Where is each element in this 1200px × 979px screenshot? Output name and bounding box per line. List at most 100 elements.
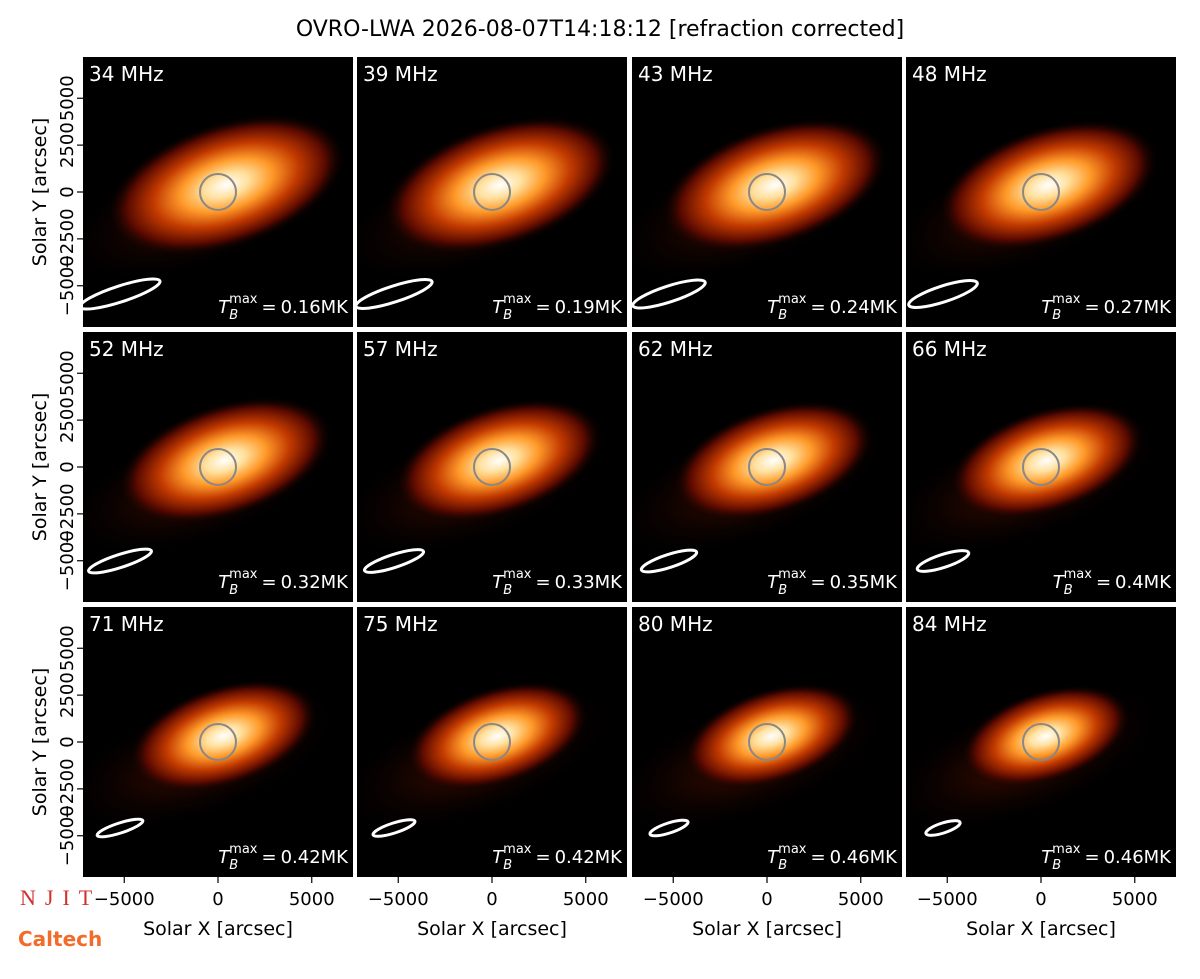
tb-sub: B bbox=[503, 308, 512, 323]
x-tick-label: 5000 bbox=[1112, 889, 1158, 910]
tb-sub: B bbox=[778, 308, 787, 323]
solar-disk bbox=[473, 723, 511, 761]
y-axis-label: Solar Y [arcsec] bbox=[29, 393, 51, 541]
panel-title: 34 MHz bbox=[89, 62, 164, 86]
panel-title: 52 MHz bbox=[89, 337, 164, 361]
tb-sub: B bbox=[1052, 308, 1061, 323]
tb-eq: = bbox=[535, 572, 550, 593]
tb-value: 0.19MK bbox=[555, 297, 624, 318]
solar-disk bbox=[1022, 723, 1060, 761]
panel: 84 MHz TBmax = 0.46MK bbox=[906, 607, 1176, 877]
panel: 71 MHz TBmax = 0.42MK bbox=[83, 607, 353, 877]
tb-value: 0.33MK bbox=[555, 572, 624, 593]
x-axis-label: Solar X [arcsec] bbox=[143, 918, 293, 940]
panel-title: 62 MHz bbox=[638, 337, 713, 361]
tb-sup: max bbox=[1052, 842, 1081, 857]
solar-disk bbox=[748, 448, 786, 486]
panel: 62 MHz TBmax = 0.35MK bbox=[632, 332, 902, 602]
x-tick-label: 0 bbox=[212, 889, 223, 910]
tb-sub: B bbox=[1052, 858, 1061, 873]
tb-sub: B bbox=[503, 858, 512, 873]
beam bbox=[924, 819, 962, 837]
panel: 48 MHz TBmax = 0.27MK bbox=[906, 57, 1176, 327]
beam bbox=[632, 278, 707, 310]
solar-disk bbox=[748, 723, 786, 761]
emission bbox=[405, 681, 589, 792]
tb-sub: B bbox=[229, 583, 238, 598]
emission bbox=[394, 398, 604, 523]
tb-symbol: T bbox=[218, 572, 231, 593]
x-tick-label: 5000 bbox=[289, 889, 335, 910]
tb-symbol: T bbox=[218, 297, 231, 318]
panel: 75 MHz TBmax = 0.42MK bbox=[357, 607, 627, 877]
tb-symbol: T bbox=[767, 847, 780, 868]
tb-eq: = bbox=[810, 572, 825, 593]
tb-symbol: T bbox=[767, 297, 780, 318]
tb-max-label: TBmax = 0.19MK bbox=[492, 292, 623, 323]
emission bbox=[948, 402, 1146, 520]
tb-symbol: T bbox=[1041, 847, 1054, 868]
tb-sup: max bbox=[778, 567, 807, 582]
tb-sup: max bbox=[229, 842, 258, 857]
tb-sup: max bbox=[1064, 567, 1093, 582]
tb-max-label: TBmax = 0.16MK bbox=[218, 292, 349, 323]
tb-symbol: T bbox=[218, 847, 231, 868]
panel-title: 66 MHz bbox=[912, 337, 987, 361]
tb-max-label: TBmax = 0.27MK bbox=[1041, 292, 1172, 323]
emission bbox=[382, 115, 618, 255]
tb-symbol: T bbox=[492, 847, 505, 868]
tb-max-label: TBmax = 0.46MK bbox=[1041, 842, 1172, 873]
tb-sup: max bbox=[229, 292, 258, 307]
panel: 57 MHz TBmax = 0.33MK bbox=[357, 332, 627, 602]
tb-eq: = bbox=[1084, 297, 1099, 318]
tb-max-label: TBmax = 0.33MK bbox=[492, 567, 623, 598]
solar-disk bbox=[748, 173, 786, 211]
panel: 52 MHz TBmax = 0.32MK bbox=[83, 332, 353, 602]
tb-sup: max bbox=[778, 292, 807, 307]
tb-eq: = bbox=[535, 297, 550, 318]
tb-value: 0.42MK bbox=[281, 847, 350, 868]
tb-max-label: TBmax = 0.42MK bbox=[218, 842, 349, 873]
panel-title: 80 MHz bbox=[638, 612, 713, 636]
panel: 80 MHz TBmax = 0.46MK bbox=[632, 607, 902, 877]
x-tick-label: 0 bbox=[486, 889, 497, 910]
tb-symbol: T bbox=[1041, 297, 1054, 318]
x-tick-label: −5000 bbox=[917, 889, 978, 910]
tb-eq: = bbox=[810, 297, 825, 318]
y-tick-label: 2500 bbox=[57, 397, 78, 443]
y-tick-label: 0 bbox=[57, 736, 78, 747]
beam bbox=[648, 818, 690, 838]
tb-eq: = bbox=[810, 847, 825, 868]
panel: 43 MHz TBmax = 0.24MK bbox=[632, 57, 902, 327]
tb-sub: B bbox=[778, 583, 787, 598]
y-axis-label: Solar Y [arcsec] bbox=[29, 668, 51, 816]
y-tick-label: −2500 bbox=[57, 758, 78, 819]
y-tick-label: −2500 bbox=[57, 208, 78, 269]
tb-sup: max bbox=[778, 842, 807, 857]
tb-max-label: TBmax = 0.32MK bbox=[218, 567, 349, 598]
tb-sup: max bbox=[229, 567, 258, 582]
y-tick-label: 5000 bbox=[57, 625, 78, 671]
tb-sup: max bbox=[503, 567, 532, 582]
emission bbox=[128, 679, 319, 793]
tb-sub: B bbox=[229, 858, 238, 873]
tb-eq: = bbox=[261, 572, 276, 593]
y-tick-label: 0 bbox=[57, 186, 78, 197]
tb-max-label: TBmax = 0.4MK bbox=[1053, 567, 1173, 598]
panel-title: 75 MHz bbox=[363, 612, 438, 636]
tb-eq: = bbox=[261, 847, 276, 868]
beam bbox=[639, 548, 699, 574]
solar-disk bbox=[199, 448, 237, 486]
emission bbox=[660, 117, 889, 253]
y-tick-label: 2500 bbox=[57, 122, 78, 168]
emission bbox=[683, 683, 861, 790]
tb-sub: B bbox=[778, 858, 787, 873]
tb-max-label: TBmax = 0.42MK bbox=[492, 842, 623, 873]
tb-sub: B bbox=[1064, 583, 1073, 598]
y-tick-label: 5000 bbox=[57, 350, 78, 396]
solar-disk bbox=[473, 448, 511, 486]
tb-value: 0.42MK bbox=[555, 847, 624, 868]
tb-eq: = bbox=[1084, 847, 1099, 868]
emission bbox=[937, 119, 1160, 252]
